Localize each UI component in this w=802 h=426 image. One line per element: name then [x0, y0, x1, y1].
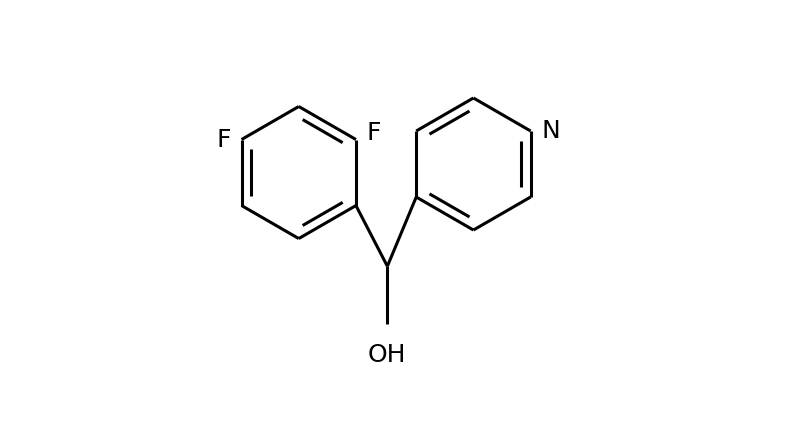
Text: OH: OH — [368, 343, 407, 367]
Text: N: N — [541, 119, 560, 143]
Text: F: F — [217, 127, 231, 152]
Text: F: F — [367, 121, 381, 145]
